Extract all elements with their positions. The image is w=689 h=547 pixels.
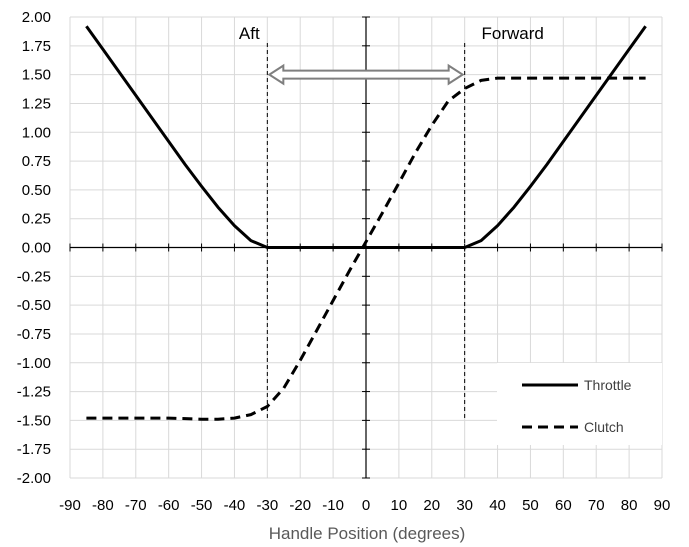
x-tick-label: 20 [423,497,440,514]
x-tick-label: -70 [125,497,147,514]
y-tick-label: -1.50 [17,412,51,429]
x-tick-label: -40 [224,497,246,514]
y-tick-label: 2.00 [22,9,51,26]
y-tick-label: 0.00 [22,240,51,257]
y-tick-label: 0.25 [22,211,51,228]
x-tick-label: 80 [621,497,638,514]
legend-label-clutch: Clutch [584,419,624,435]
y-tick-label: -1.25 [17,384,51,401]
x-tick-label: 50 [522,497,539,514]
x-tick-label: 90 [654,497,671,514]
legend: Throttle Clutch [497,363,662,445]
series-line-throttle [85,25,647,249]
x-tick-label: 30 [456,497,473,514]
y-tick-label: -1.00 [17,355,51,372]
y-tick-label: 1.25 [22,95,51,112]
x-tick-label: 40 [489,497,506,514]
y-tick-label: -0.25 [17,268,51,285]
x-tick-label: 70 [588,497,605,514]
series-line-clutch [86,76,646,421]
annotations: Aft Forward [239,24,544,86]
legend-box [497,363,662,445]
x-tick-label: -80 [92,497,114,514]
tick-labels: -90 -80 -70 -60 -50 -40 -30 -20 -10 0 10 20 30 40 50 60… [17,9,671,514]
y-tick-label: -0.50 [17,297,51,314]
y-tick-label: -1.75 [17,441,51,458]
y-tick-label: 1.50 [22,67,51,84]
series [85,25,647,421]
y-tick-label: -2.00 [17,470,51,487]
y-tick-label: 1.75 [22,38,51,55]
x-tick-label: -50 [191,497,213,514]
x-tick-label: -10 [322,497,344,514]
annotation-forward: Forward [481,24,543,43]
range-arrow [267,63,465,86]
y-tick-label: 1.00 [22,124,51,141]
y-tick-label: 0.50 [22,182,51,199]
legend-label-throttle: Throttle [584,377,632,393]
x-axis-title: Handle Position (degrees) [269,524,466,543]
x-tick-label: -90 [59,497,81,514]
y-tick-label: 0.75 [22,153,51,170]
x-tick-label: -20 [289,497,311,514]
x-tick-label: 60 [555,497,572,514]
annotation-aft: Aft [239,24,260,43]
y-tick-label: -0.75 [17,326,51,343]
x-tick-label: 0 [362,497,370,514]
x-tick-label: -30 [256,497,278,514]
x-tick-label: -60 [158,497,180,514]
x-tick-label: 10 [391,497,408,514]
